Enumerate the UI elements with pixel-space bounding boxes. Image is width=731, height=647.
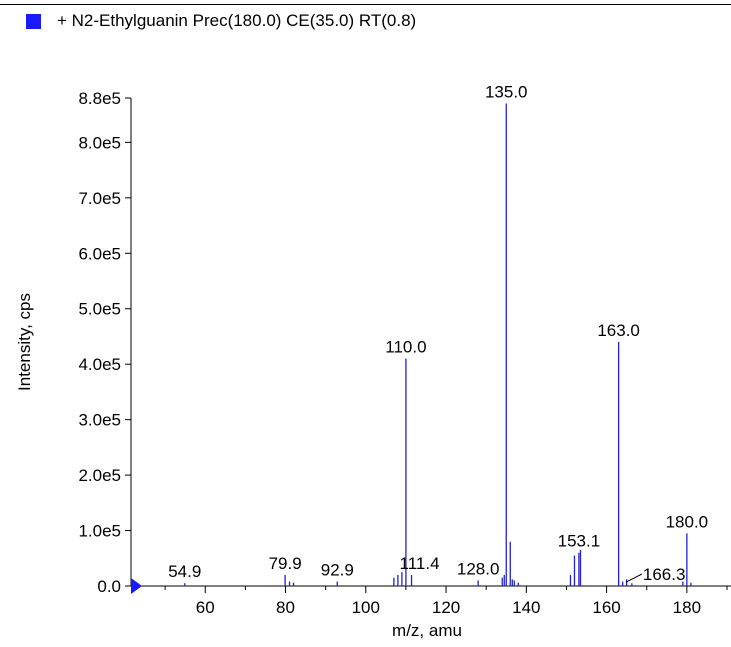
- y-tick-label: 5.0e5: [78, 300, 121, 319]
- x-tick-label: 140: [512, 598, 540, 617]
- legend-swatch: [26, 13, 41, 29]
- y-tick-label: 3.0e5: [78, 411, 121, 430]
- y-axis-label: Intensity, cps: [15, 293, 34, 391]
- y-tick-label: 0.0: [97, 577, 121, 596]
- y-tick-label: 1.0e5: [78, 522, 121, 541]
- x-tick-label: 100: [352, 598, 380, 617]
- y-tick-label: 6.0e5: [78, 244, 121, 263]
- x-tick-label: 120: [432, 598, 460, 617]
- peak-label: 128.0: [457, 559, 500, 578]
- x-tick-label: 60: [196, 598, 215, 617]
- peak-label: 54.9: [168, 562, 201, 581]
- peak-label: 135.0: [485, 83, 528, 102]
- y-tick-label: 4.0e5: [78, 355, 121, 374]
- peak-labels: 54.9 79.9 92.9 110.0 111.4 128.0 135.0 153.1 163…: [168, 83, 708, 584]
- axes: 0.0 1.0e5 2.0e5 3.0e5 4.0e5 5.0e5 6.0e5 7.0e5 8.…: [78, 89, 731, 617]
- zero-level-marker: [131, 578, 142, 594]
- peak-bars: [184, 103, 692, 586]
- x-tick-label: 80: [276, 598, 295, 617]
- legend: + N2-Ethylguanin Prec(180.0) CE(35.0) RT…: [26, 10, 416, 32]
- y-tick-label: 7.0e5: [78, 189, 121, 208]
- y-tick-label: 2.0e5: [78, 466, 121, 485]
- peak-label: 153.1: [558, 532, 601, 551]
- top-border-line: [0, 4, 731, 5]
- peak-label: 163.0: [597, 321, 640, 340]
- peak-label: 92.9: [321, 561, 354, 580]
- x-tick-label: 180: [673, 598, 701, 617]
- peak-label: 180.0: [666, 512, 709, 531]
- x-tick-label: 160: [592, 598, 620, 617]
- y-tick-label: 8.0e5: [78, 133, 121, 152]
- peak-label: 110.0: [385, 338, 426, 357]
- peak-leader-line: [625, 573, 643, 583]
- peak-label: 79.9: [269, 554, 302, 573]
- y-tick-label: 8.8e5: [78, 89, 121, 108]
- x-axis-label: m/z, amu: [392, 621, 462, 640]
- legend-label: + N2-Ethylguanin Prec(180.0) CE(35.0) RT…: [57, 11, 417, 30]
- peak-label: 111.4: [400, 554, 440, 573]
- peak-label: 166.3: [643, 565, 686, 584]
